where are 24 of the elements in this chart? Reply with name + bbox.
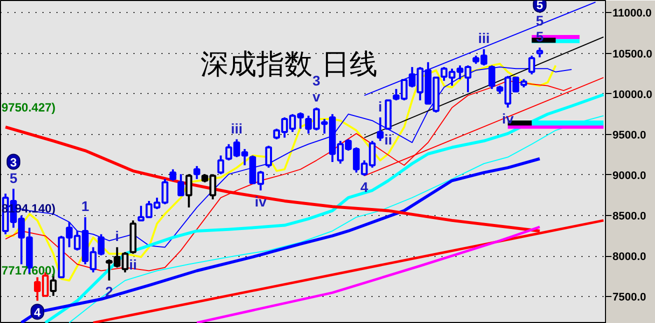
annotation: iii	[478, 30, 490, 46]
annotation: iii	[230, 120, 243, 136]
y-tick-label: 8500.0	[612, 210, 646, 223]
annotation: 5	[536, 0, 544, 12]
annotation: 1	[81, 198, 90, 214]
y-tick-label: 10500.0	[612, 48, 652, 60]
annotation: 5	[10, 170, 18, 186]
annotation: 5	[536, 12, 544, 29]
y-tick-label: 10000.0	[612, 88, 652, 101]
annotation: 4	[34, 305, 42, 320]
annotation: ii	[384, 132, 392, 148]
y-tick-label: 7500.0	[612, 292, 646, 304]
annotation: 5	[536, 28, 544, 45]
annotation: i	[378, 98, 382, 114]
annotation: iv	[254, 193, 267, 210]
y-tick-label: 8000.0	[612, 251, 646, 264]
y-tick-label: 9500.0	[612, 129, 646, 142]
annotation: v	[312, 88, 321, 105]
y-tick-label: 11000.0	[612, 8, 652, 20]
annotation: 3	[10, 155, 18, 170]
annotation: 4	[360, 178, 368, 195]
annotation: i	[115, 228, 120, 244]
y-tick-label: 9000.0	[612, 170, 646, 182]
annotation: 9750.427)	[2, 100, 56, 114]
